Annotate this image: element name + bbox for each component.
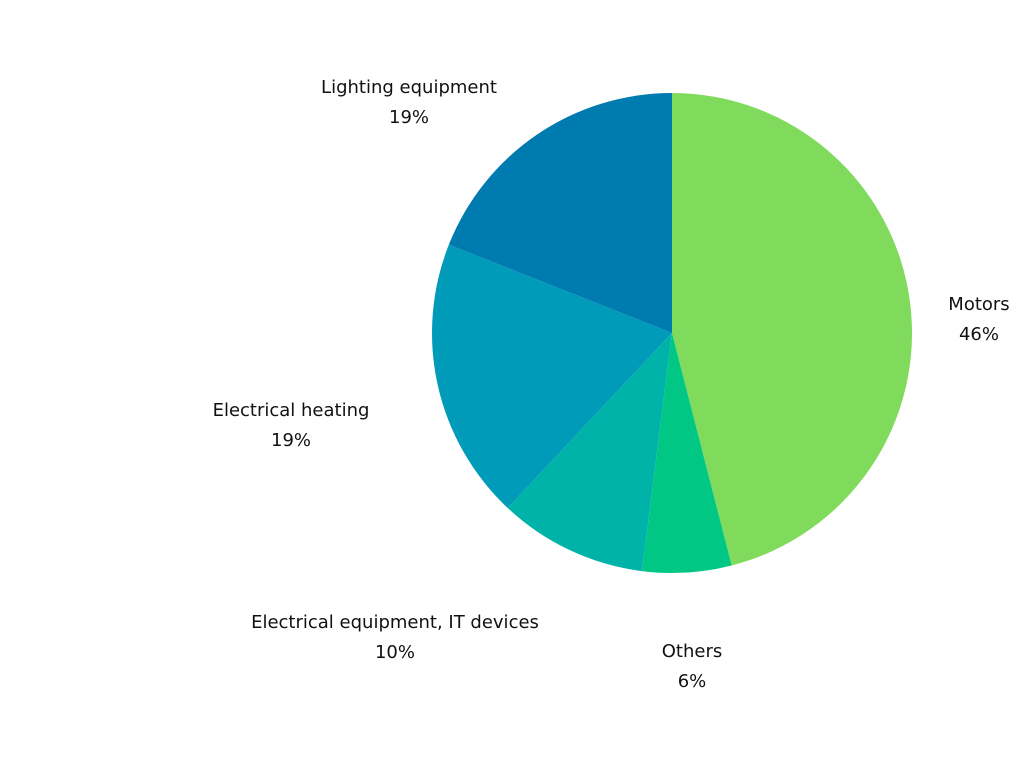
pie-slice-lighting-equipment xyxy=(448,93,672,333)
pie-slice-motors xyxy=(672,93,913,566)
slice-value: 19% xyxy=(270,430,312,451)
slice-value: 19% xyxy=(388,107,430,128)
label-electrical-equipment: Electrical equipment, IT devices 10% xyxy=(251,608,539,668)
label-others: Others 6% xyxy=(662,637,723,697)
label-electrical-heating: Electrical heating 19% xyxy=(213,396,370,456)
label-lighting-equipment: Lighting equipment 19% xyxy=(321,73,497,133)
slice-value: 6% xyxy=(677,671,707,692)
slice-label: Lighting equipment xyxy=(321,77,497,98)
pie-slice-electrical-heating xyxy=(432,244,672,508)
slice-value: 46% xyxy=(958,324,999,345)
label-motors: Motors 46% xyxy=(948,290,1009,350)
slice-label: Others xyxy=(661,641,723,662)
pie-slice-electrical-equipment-it-devices xyxy=(507,333,672,572)
slice-label: Electrical equipment, IT devices xyxy=(251,612,539,633)
pie-slice-others xyxy=(641,333,732,573)
slice-label: Electrical heating xyxy=(212,400,370,421)
slice-value: 10% xyxy=(374,642,415,663)
slice-label: Motors xyxy=(948,294,1010,315)
